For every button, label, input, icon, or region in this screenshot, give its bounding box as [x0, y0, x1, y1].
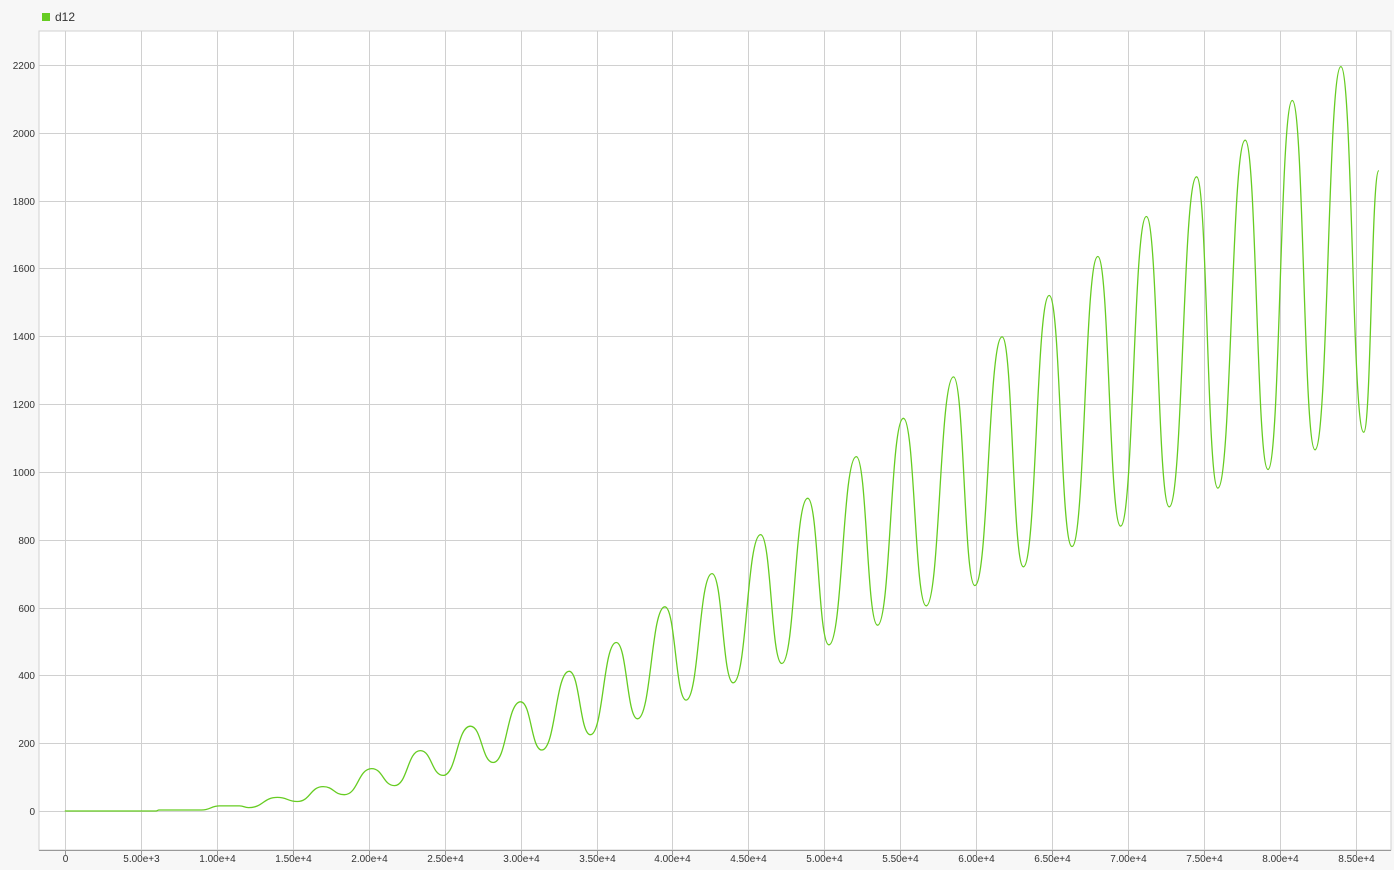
legend[interactable]: d12 — [42, 10, 75, 24]
x-tick-label: 6.50e+4 — [1034, 854, 1071, 865]
x-tick-label: 7.50e+4 — [1186, 854, 1223, 865]
x-tick-label: 4.50e+4 — [730, 854, 767, 865]
plot-area — [38, 30, 1392, 851]
y-tick-label: 400 — [18, 671, 35, 682]
y-axis-ticks: 0 200 400 600 800 1000 1200 1400 1600 1800 2000 220… — [13, 61, 36, 818]
y-tick-label: 1400 — [13, 332, 36, 343]
x-tick-label: 6.00e+4 — [958, 854, 995, 865]
x-tick-label: 7.00e+4 — [1110, 854, 1147, 865]
x-tick-label: 2.50e+4 — [427, 854, 464, 865]
x-tick-label: 1.00e+4 — [199, 854, 236, 865]
x-tick-label: 5.50e+4 — [882, 854, 919, 865]
y-tick-label: 1200 — [13, 400, 36, 411]
legend-swatch-d12[interactable] — [42, 13, 50, 21]
y-tick-label: 0 — [29, 807, 35, 818]
x-tick-label: 5.00e+4 — [806, 854, 843, 865]
y-tick-label: 600 — [18, 604, 35, 615]
y-tick-label: 200 — [18, 739, 35, 750]
x-tick-label: 3.00e+4 — [503, 854, 540, 865]
x-tick-label: 8.50e+4 — [1338, 854, 1375, 865]
x-tick-label: 8.00e+4 — [1262, 854, 1299, 865]
series-line-d12 — [64, 65, 1380, 812]
x-tick-label: 0 — [63, 854, 69, 865]
x-gridlines — [65, 31, 1357, 850]
x-tick-label: 2.00e+4 — [351, 854, 388, 865]
y-tick-label: 1000 — [13, 468, 36, 479]
y-tick-label: 1800 — [13, 197, 36, 208]
y-gridlines — [39, 65, 1391, 812]
x-tick-label: 5.00e+3 — [123, 854, 160, 865]
y-tick-label: 800 — [18, 536, 35, 547]
x-tick-label: 4.00e+4 — [654, 854, 691, 865]
y-tick-label: 2000 — [13, 129, 36, 140]
legend-label-d12[interactable]: d12 — [55, 10, 75, 24]
y-tick-label: 1600 — [13, 264, 36, 275]
x-axis-ticks: 0 5.00e+3 1.00e+4 1.50e+4 2.00e+4 2.50e+4 3.00… — [63, 850, 1375, 865]
y-tick-label: 2200 — [13, 61, 36, 72]
x-tick-label: 3.50e+4 — [579, 854, 616, 865]
x-tick-label: 1.50e+4 — [275, 854, 312, 865]
